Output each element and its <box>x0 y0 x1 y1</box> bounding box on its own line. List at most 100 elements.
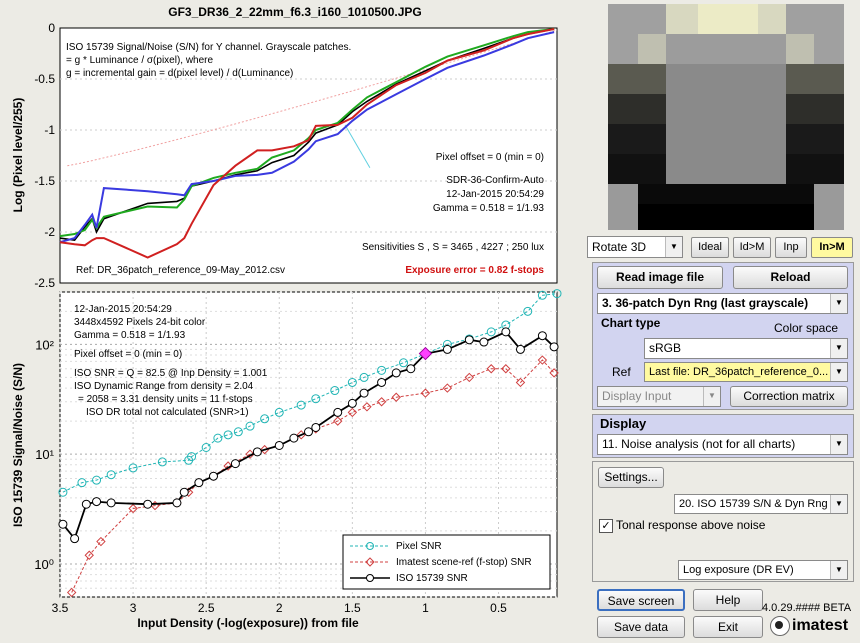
tonal-checkbox[interactable]: ✓ <box>599 519 613 533</box>
bottom-point-marker <box>377 377 387 387</box>
bottom-point-marker <box>58 519 68 529</box>
top-reference-curve <box>67 29 558 167</box>
top-plot-yticks: 0 -0.5 -1 -1.5 -2 -2.5 <box>34 21 55 290</box>
bottom-point-marker <box>66 587 77 598</box>
bottom-point-marker <box>333 407 343 417</box>
bottom-point-marker <box>330 386 340 396</box>
bottom-point-marker <box>359 372 369 382</box>
bottom-point-marker <box>377 365 387 375</box>
bottom-point-marker <box>157 457 167 467</box>
chart-select[interactable]: 3. 36-patch Dyn Rng (last grayscale) ▼ <box>597 293 848 314</box>
bottom-point-marker <box>260 414 270 424</box>
mode-inp-button[interactable]: Inp <box>775 237 807 258</box>
bottom-point-marker <box>304 427 313 437</box>
top-ytick-label: -2.5 <box>34 276 55 290</box>
imatest-logo-text: imatest <box>792 617 849 634</box>
bottom-point-marker <box>501 364 511 374</box>
plot-area: GF3_DR36_2_22mm_f6.3_i160_1010500.JPG 0 -… <box>11 5 562 630</box>
bottom-point-marker <box>128 503 138 514</box>
mode-id-m-button[interactable]: Id>M <box>733 237 771 258</box>
bottom-plot-ylabel: ISO 15739 Signal/Noise (S/N) <box>11 363 25 527</box>
bottom-point-marker <box>233 427 243 437</box>
gray-patch-closeup-icon <box>608 4 844 230</box>
bottom-info-line: Pixel offset = 0 (min = 0) <box>74 349 182 360</box>
bottom-point-marker <box>552 289 562 299</box>
ref-select[interactable]: Last file: DR_36patch_reference_0... ▼ <box>644 362 848 382</box>
settings-button[interactable]: Settings... <box>598 467 664 488</box>
bottom-point-marker <box>96 536 106 547</box>
plot-select[interactable]: 20. ISO 15739 S/N & Dyn Rng ▼ <box>674 494 848 514</box>
bottom-point-marker <box>58 487 68 497</box>
help-button[interactable]: Help <box>693 589 763 611</box>
bottom-point-marker <box>84 550 94 560</box>
save-screen-button[interactable]: Save screen <box>597 589 685 611</box>
bottom-point-marker <box>391 368 401 378</box>
bottom-info-line: ISO SNR = Q = 82.5 @ Inp Density = 1.001 <box>74 368 268 379</box>
bottom-info-line: Gamma = 0.518 = 1/1.93 <box>74 330 186 341</box>
bottom-ytick-label: 10² <box>35 337 54 352</box>
bottom-xtick-label: 1.5 <box>344 601 361 615</box>
bottom-point-marker <box>347 407 358 418</box>
exposure-select[interactable]: Log exposure (DR EV) ▼ <box>678 560 848 580</box>
bottom-point-marker <box>523 306 533 316</box>
bottom-point-marker <box>501 327 511 337</box>
top-series-line <box>59 28 555 259</box>
legend-pixel-snr: Pixel SNR <box>396 541 442 552</box>
display-input-select[interactable]: Display Input ▼ <box>597 386 721 407</box>
bottom-point-marker <box>515 377 526 388</box>
display-input-value: Display Input <box>602 389 672 403</box>
top-series-line <box>59 28 555 238</box>
bottom-point-marker <box>143 499 153 509</box>
bottom-point-marker <box>223 461 233 471</box>
rotate-3d-select[interactable]: Rotate 3D ▼ <box>587 236 683 258</box>
bottom-xtick-label: 2.5 <box>198 601 215 615</box>
top-exposure-error: Exposure error = 0.82 f-stops <box>405 265 544 276</box>
top-plot-ylabel: Log (Pixel level/255) <box>11 98 25 213</box>
reload-button[interactable]: Reload <box>733 266 848 289</box>
correction-matrix-button[interactable]: Correction matrix <box>730 386 848 407</box>
checkmark-icon: ✓ <box>601 520 611 532</box>
top-sensitivities: Sensitivities S , S = 3465 , 4227 ; 250 … <box>362 242 544 253</box>
legend-imatest-snr: Imatest scene-ref (f-stop) SNR <box>396 557 532 568</box>
top-annot-1: ISO 15739 Signal/Noise (S/N) for Y chann… <box>66 42 351 53</box>
bottom-plot-xlabel: Input Density (-log(exposure)) from file <box>137 616 359 630</box>
top-annot-3: g = incremental gain = d(pixel level) / … <box>66 68 293 79</box>
patch-thumbnail <box>608 4 844 230</box>
mode-in-m-button[interactable]: In>M <box>811 237 853 258</box>
bottom-point-marker <box>464 335 474 345</box>
bottom-point-marker <box>172 498 182 508</box>
top-annot-2: = g * Luminance / σ(pixel), where <box>66 55 214 66</box>
bottom-point-marker <box>406 364 416 374</box>
ref-label: Ref <box>612 365 631 379</box>
top-pixel-offset: Pixel offset = 0 (min = 0) <box>436 152 544 163</box>
bottom-point-marker <box>92 475 102 485</box>
bottom-point-marker <box>362 402 372 412</box>
top-series-line <box>59 31 555 244</box>
save-data-button[interactable]: Save data <box>597 616 685 638</box>
chevron-down-icon: ▼ <box>665 237 682 257</box>
read-image-file-button[interactable]: Read image file <box>597 266 723 289</box>
chevron-down-icon: ▼ <box>830 495 847 513</box>
mode-ideal-button[interactable]: Ideal <box>691 237 729 258</box>
iso-snr-highlight-marker <box>418 346 433 361</box>
plot-select-value: 20. ISO 15739 S/N & Dyn Rng <box>679 498 828 510</box>
bottom-point-marker <box>537 290 547 300</box>
bottom-point-marker <box>77 478 87 488</box>
bottom-point-marker <box>537 331 547 341</box>
bottom-point-marker <box>515 344 525 354</box>
chevron-down-icon: ▼ <box>703 387 720 406</box>
bottom-point-marker <box>311 394 321 404</box>
imatest-logo-icon <box>770 616 790 636</box>
color-space-select[interactable]: sRGB ▼ <box>644 338 848 359</box>
bottom-info-line: ISO DR total not calculated (SNR>1) <box>86 407 249 418</box>
bottom-point-marker <box>347 398 357 408</box>
bottom-point-marker <box>274 407 284 417</box>
top-gamma: Gamma = 0.518 = 1/1.93 <box>433 203 545 214</box>
bottom-point-marker <box>187 452 197 462</box>
display-select[interactable]: 11. Noise analysis (not for all charts) ▼ <box>597 434 848 455</box>
exit-button[interactable]: Exit <box>693 616 763 638</box>
bottom-point-marker <box>296 400 306 410</box>
chart-select-value: 3. 36-patch Dyn Rng (last grayscale) <box>602 296 809 310</box>
bottom-xtick-label: 3.5 <box>52 601 69 615</box>
bottom-plot-ticks: 10² 10¹ 10⁰ 3.5 3 2.5 2 1.5 1 0.5 <box>34 337 507 615</box>
